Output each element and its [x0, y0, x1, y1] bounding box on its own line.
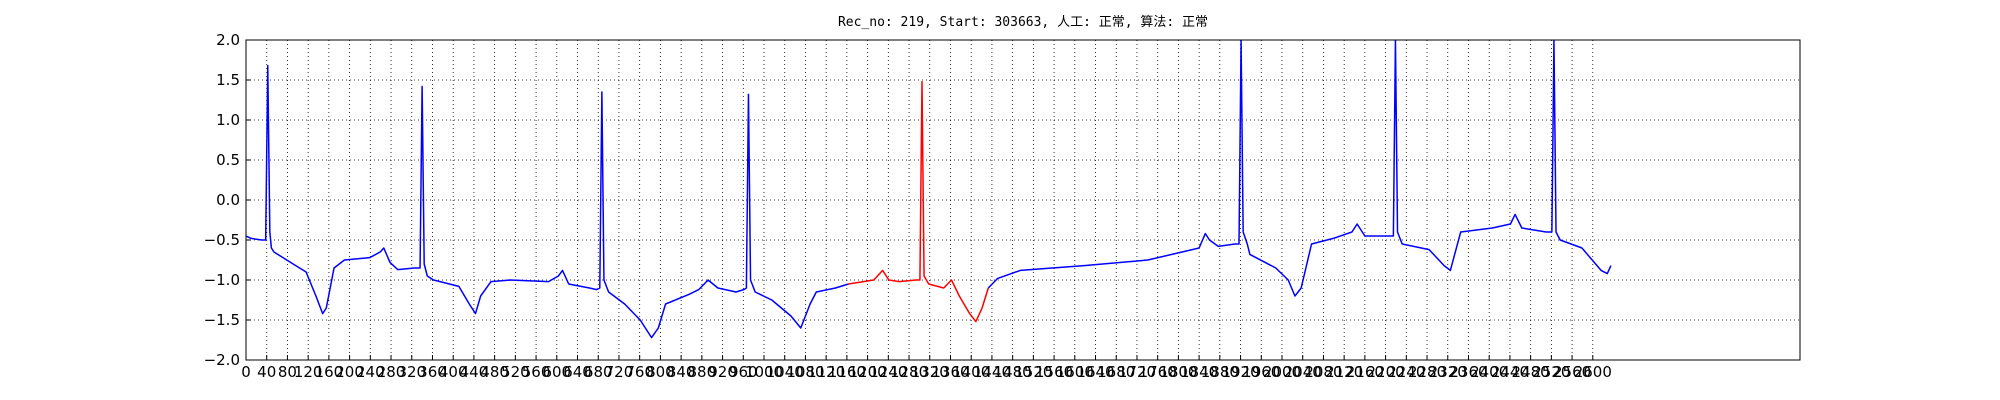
- x-tick-label: 2000: [1263, 363, 1301, 381]
- x-tick-label: 440: [460, 363, 489, 381]
- y-tick-label: 0.0: [216, 191, 240, 209]
- x-tick-label: 2080: [1304, 363, 1342, 381]
- x-tick-label: 1320: [911, 363, 949, 381]
- y-tick-label: 1.5: [216, 71, 240, 89]
- x-tick-label: 2200: [1367, 363, 1405, 381]
- x-tick-label: 1200: [849, 363, 887, 381]
- x-tick-label: 40: [257, 363, 276, 381]
- x-tick-label: 240: [356, 363, 385, 381]
- y-tick-label: −2.0: [204, 351, 240, 369]
- y-tick-label: 0.5: [216, 151, 240, 169]
- x-tick-label: 1640: [1076, 363, 1114, 381]
- x-tick-label: 1800: [1159, 363, 1197, 381]
- x-tick-label: 120: [294, 363, 323, 381]
- x-tick-label: 2440: [1491, 363, 1529, 381]
- axes-frame: [245, 39, 1801, 361]
- y-tick-label: 1.0: [216, 111, 240, 129]
- x-tick-label: 1680: [1097, 363, 1135, 381]
- chart-title: Rec_no: 219, Start: 303663, 人工: 正常, 算法: …: [838, 15, 1208, 30]
- x-tick-label: 1160: [828, 363, 866, 381]
- x-tick-label: 560: [522, 363, 551, 381]
- x-tick-label: 2160: [1346, 363, 1384, 381]
- x-tick-label: 2320: [1429, 363, 1467, 381]
- y-tick-label: −1.5: [204, 311, 240, 329]
- x-tick-label: 520: [501, 363, 530, 381]
- x-tick-label: 2240: [1387, 363, 1425, 381]
- x-tick-label: 0: [241, 363, 251, 381]
- x-tick-label: 1920: [1221, 363, 1259, 381]
- x-tick-label: 1120: [807, 363, 845, 381]
- x-tick-label: 720: [605, 363, 634, 381]
- y-tick-label: −1.0: [204, 271, 240, 289]
- x-tick-label: 2040: [1284, 363, 1322, 381]
- y-tick-label: 2.0: [216, 31, 240, 49]
- x-tick-label: 1240: [869, 363, 907, 381]
- x-tick-label: 1000: [745, 363, 783, 381]
- x-tick-label: 600: [542, 363, 571, 381]
- x-tick-label: 1760: [1139, 363, 1177, 381]
- ecg-line: [848, 80, 990, 323]
- x-tick-label: 80: [278, 363, 297, 381]
- x-tick-label: 1720: [1118, 363, 1156, 381]
- x-tick-label: 1480: [994, 363, 1032, 381]
- ecg-line: [246, 64, 849, 339]
- x-tick-label: 880: [688, 363, 717, 381]
- x-tick-label: 2480: [1512, 363, 1550, 381]
- x-tick-label: 760: [625, 363, 654, 381]
- x-tick-label: 680: [584, 363, 613, 381]
- x-tick-label: 1880: [1201, 363, 1239, 381]
- x-tick-label: 640: [563, 363, 592, 381]
- x-tick-label: 320: [397, 363, 426, 381]
- x-tick-label: 280: [377, 363, 406, 381]
- x-tick-label: 1440: [973, 363, 1011, 381]
- x-tick-label: 2520: [1532, 363, 1570, 381]
- x-tick-label: 400: [439, 363, 468, 381]
- x-tick-label: 1560: [1035, 363, 1073, 381]
- x-tick-label: 2600: [1574, 363, 1612, 381]
- x-tick-label: 2560: [1553, 363, 1591, 381]
- x-tick-label: 1520: [1014, 363, 1052, 381]
- x-tick-label: 200: [335, 363, 364, 381]
- tick-labels: −2.0−1.5−1.0−0.50.00.51.01.52.00 40 801201…: [204, 31, 1612, 381]
- x-tick-label: 2360: [1449, 363, 1487, 381]
- x-tick-label: 2120: [1325, 363, 1363, 381]
- x-tick-label: 2280: [1408, 363, 1446, 381]
- x-tick-label: 800: [646, 363, 675, 381]
- plot-area: [246, 40, 1612, 339]
- x-tick-label: 1280: [890, 363, 928, 381]
- ecg-line: [987, 40, 1612, 297]
- x-tick-label: 1400: [952, 363, 990, 381]
- x-tick-label: 1840: [1180, 363, 1218, 381]
- x-tick-label: 920: [708, 363, 737, 381]
- x-tick-label: 2400: [1470, 363, 1508, 381]
- x-tick-label: 480: [480, 363, 509, 381]
- x-tick-label: 1600: [1056, 363, 1094, 381]
- x-tick-label: 360: [418, 363, 447, 381]
- x-tick-label: 160: [315, 363, 344, 381]
- x-tick-label: 1080: [786, 363, 824, 381]
- x-tick-label: 960: [729, 363, 758, 381]
- x-tick-label: 840: [667, 363, 696, 381]
- x-tick-label: 1360: [931, 363, 969, 381]
- x-tick-label: 1040: [766, 363, 804, 381]
- y-tick-label: −0.5: [204, 231, 240, 249]
- x-tick-label: 1960: [1242, 363, 1280, 381]
